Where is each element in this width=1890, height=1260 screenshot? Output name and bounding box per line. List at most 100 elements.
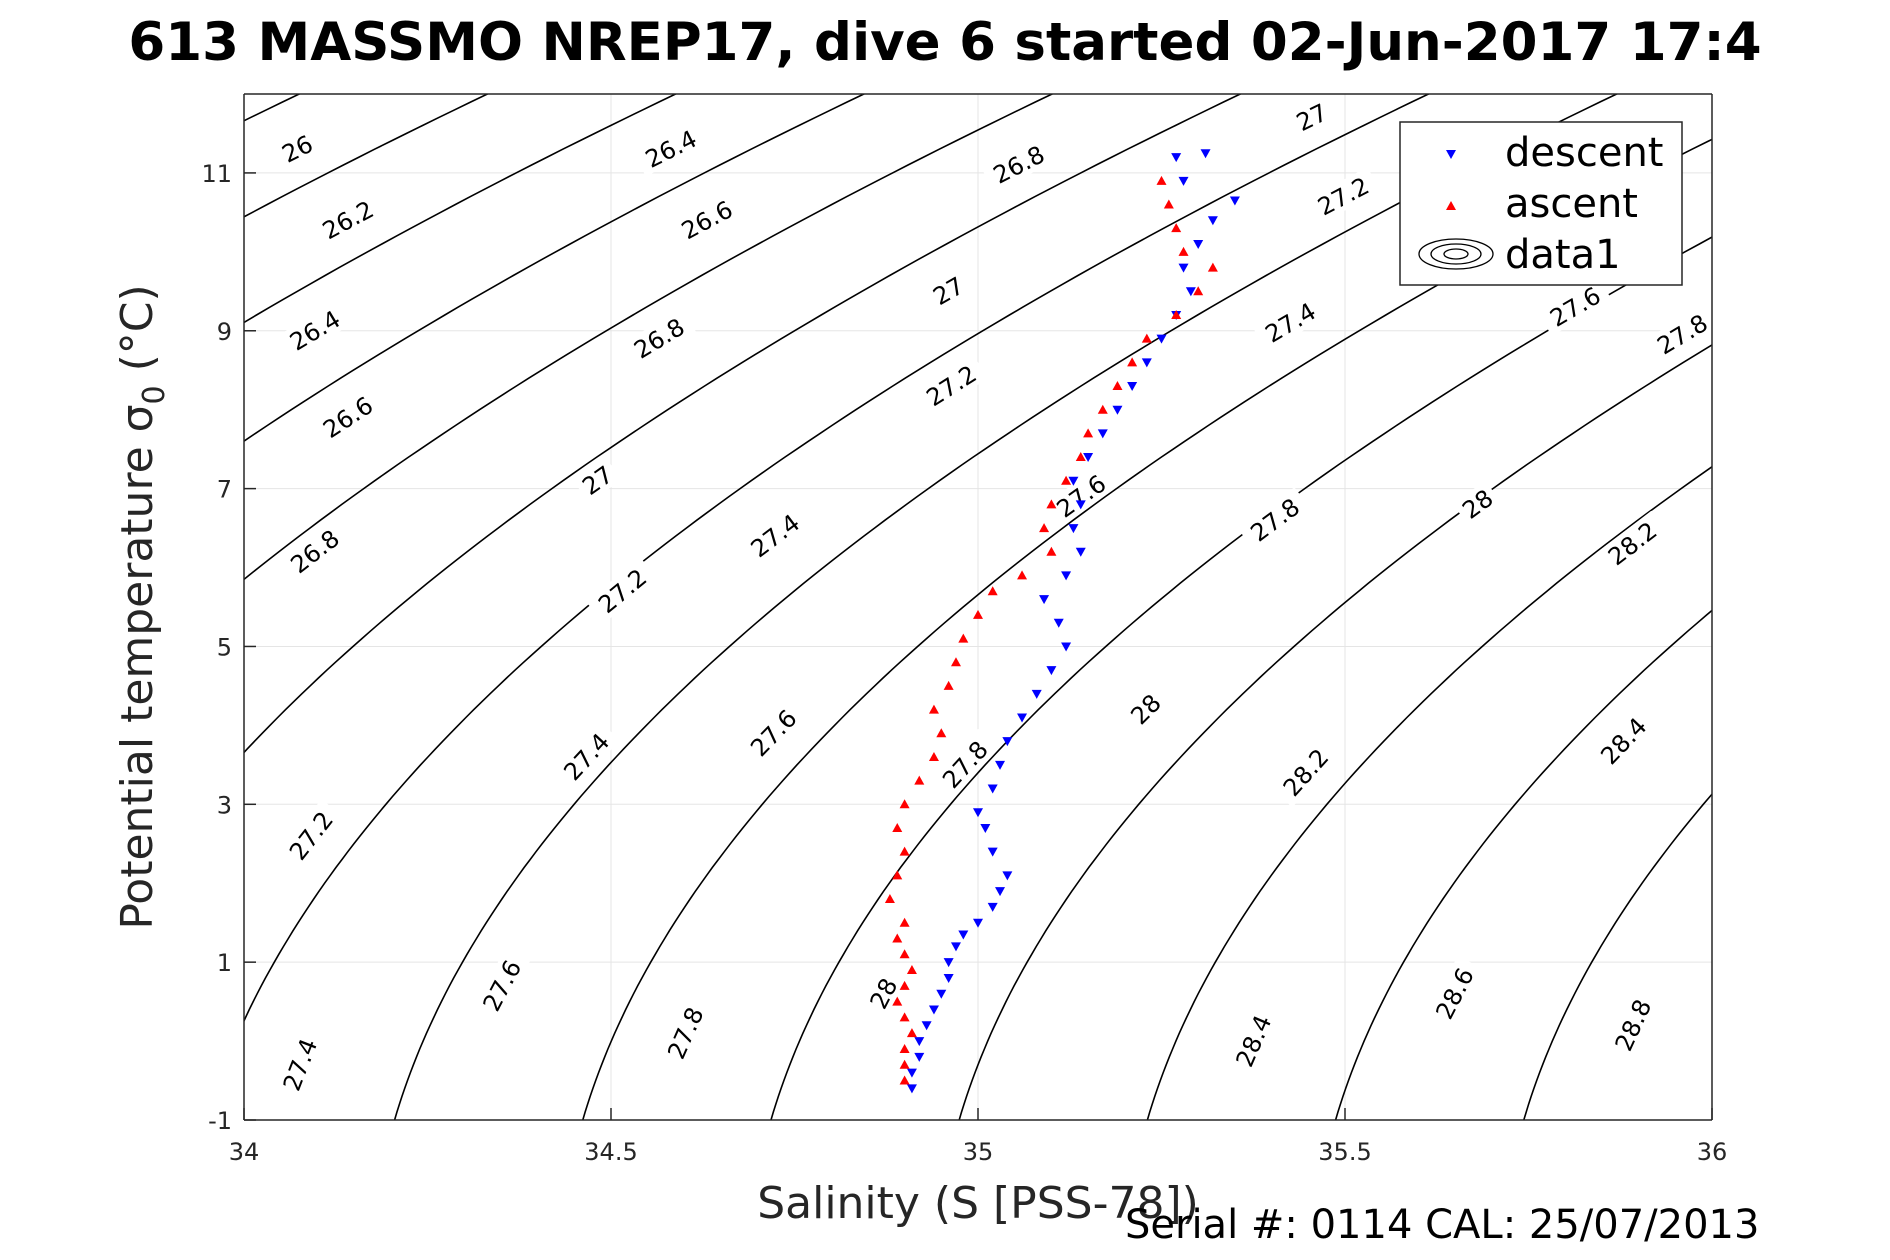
descent-point (987, 902, 998, 912)
contour-label-bg (914, 354, 989, 416)
descent-point (987, 847, 998, 857)
y-tick-label: 7 (217, 476, 232, 504)
ascent-point (1163, 199, 1174, 209)
descent-point (973, 808, 983, 818)
descent-point (980, 823, 991, 833)
legend-data1-label: data1 (1505, 232, 1621, 278)
contour-label-bg (278, 799, 344, 872)
contour-label-bg (657, 995, 713, 1071)
legend-data1-contour-icon (1418, 238, 1494, 270)
descent-point (958, 930, 969, 940)
descent-point (1185, 287, 1196, 297)
ascent-point (914, 775, 925, 785)
ascent-point (899, 846, 910, 856)
contour-label-bg (1588, 705, 1658, 776)
contour-label-bg (310, 385, 385, 448)
descent-point (1002, 871, 1013, 881)
ascent-point (1075, 452, 1086, 462)
contour-line-28-8 (1711, 1117, 1712, 1120)
descent-point (1068, 476, 1079, 486)
descent-point (1097, 429, 1108, 439)
contour-label-bg (861, 969, 905, 1018)
descent-point (906, 1068, 917, 1078)
descent-point (928, 1005, 939, 1015)
descent-point (1156, 334, 1167, 344)
ascent-point (1039, 523, 1050, 533)
contour-label-bg (1271, 736, 1340, 808)
ascent-point (1156, 175, 1167, 185)
contour-label-bg (1537, 276, 1613, 336)
y-tick-label: 11 (201, 160, 232, 188)
ascent-point (1178, 246, 1189, 256)
ascent-point (892, 933, 903, 943)
x-tick-label: 35 (963, 1138, 994, 1166)
contour-label-bg (586, 557, 658, 624)
descent-point (1002, 737, 1013, 747)
contour-label-bg (472, 947, 531, 1023)
contour-label-bg (1121, 684, 1170, 733)
contour-line-26-8 (244, 94, 1054, 581)
descent-point (943, 958, 954, 968)
contour-label-bg (1238, 487, 1312, 552)
contour-labels: 2626.226.426.626.82727.227.426.426.626.8… (273, 95, 1720, 1103)
descent-point (1068, 524, 1079, 534)
descent-point (1075, 500, 1086, 510)
contour-label-bg (669, 190, 745, 249)
legend-ascent-label: ascent (1505, 181, 1638, 227)
contour-label-bg (1452, 480, 1502, 527)
descent-point (950, 942, 961, 952)
descent-point (1141, 358, 1152, 368)
descent-point (1061, 571, 1072, 581)
ascent-point (987, 586, 998, 596)
y-tick-label: 9 (217, 318, 232, 346)
contour-line-27-8 (770, 236, 1712, 1120)
contour-label-bg (1226, 1003, 1280, 1079)
contour-label-bg (1305, 167, 1381, 225)
ascent-point (1207, 262, 1218, 272)
ascent-point (1061, 475, 1072, 485)
ascent-point (1141, 333, 1152, 343)
ascent-point (1046, 499, 1057, 509)
descent-point (973, 918, 983, 928)
x-tick-label: 34.5 (584, 1138, 637, 1166)
density-contours (244, 94, 1712, 1120)
descent-point (1207, 216, 1218, 226)
descent-point (1075, 547, 1086, 557)
ascent-point (884, 894, 895, 904)
descent-point (995, 760, 1006, 770)
contour-line-28-2 (1146, 465, 1712, 1120)
descent-point (914, 1037, 925, 1047)
ascent-point (892, 822, 903, 832)
ascent-point (1046, 546, 1057, 556)
contour-line-27 (244, 94, 1243, 754)
descent-point (921, 1021, 932, 1031)
ascent-point (899, 1012, 910, 1022)
contour-label-bg (930, 728, 999, 800)
x-tick-label: 36 (1697, 1138, 1728, 1166)
contour-label-bg (273, 1026, 326, 1103)
contour-label-bg (278, 518, 351, 584)
descent-point (906, 1084, 917, 1094)
ascent-point (943, 680, 954, 690)
contour-line-26-4 (244, 94, 678, 324)
descent-point (1178, 263, 1189, 273)
contour-label-bg (1595, 510, 1669, 576)
y-axis-ticks: -1 1 3 5 7 9 11 (201, 160, 256, 1135)
descent-point (1053, 618, 1064, 628)
y-axis-label-main: Potential temperature (112, 432, 163, 929)
ascent-point (928, 751, 939, 761)
ascent-point (1083, 428, 1094, 438)
ascent-point (1112, 381, 1123, 391)
ascent-point (899, 799, 910, 809)
data-points (884, 149, 1240, 1094)
contour-label-bg (738, 697, 808, 768)
descent-point (914, 1052, 925, 1062)
ascent-point (973, 609, 983, 619)
contour-line-28-4 (1334, 609, 1712, 1120)
descent-point (1200, 149, 1211, 159)
ascent-point (928, 704, 939, 714)
descent-point (1178, 176, 1189, 186)
descent-point (1061, 642, 1072, 652)
contour-label: 28 (861, 969, 905, 1018)
y-axis-label-symbol: σ (112, 404, 163, 432)
